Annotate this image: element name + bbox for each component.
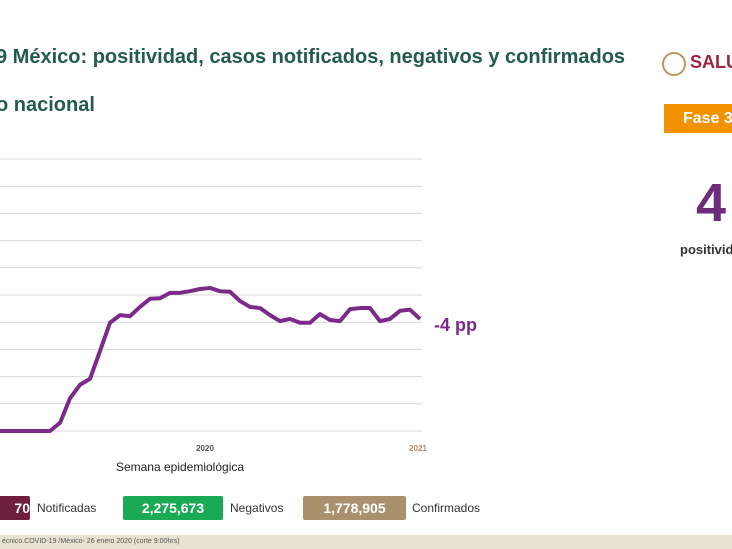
logo: SALU <box>690 52 732 72</box>
annotation: -4 pp <box>434 315 477 335</box>
summary-value: 70 <box>0 496 30 520</box>
phase-badge: Fase 3 <box>664 104 732 133</box>
slide-subtitle: o nacional <box>0 94 95 116</box>
slide-title: 9 México: positividad, casos notificados… <box>0 46 626 68</box>
big-label: positivida <box>680 242 732 257</box>
summary-label: Notificadas <box>37 501 97 515</box>
year-label: 2020 <box>196 444 214 453</box>
summary-value: 1,778,905 <box>303 496 406 520</box>
summary-label: Confirmados <box>412 501 481 515</box>
footer: écnico.COVID-19 /México- 26 enero 2020 (… <box>0 535 732 549</box>
summary-value: 2,275,673 <box>123 496 223 520</box>
year-label: 2021 <box>409 444 427 453</box>
summary-label: Negativos <box>230 501 284 515</box>
x-axis-label: Semana epidemiológica <box>116 460 244 474</box>
logo-emblem <box>662 52 686 76</box>
line <box>0 285 422 433</box>
big-number: 4 <box>696 173 727 233</box>
